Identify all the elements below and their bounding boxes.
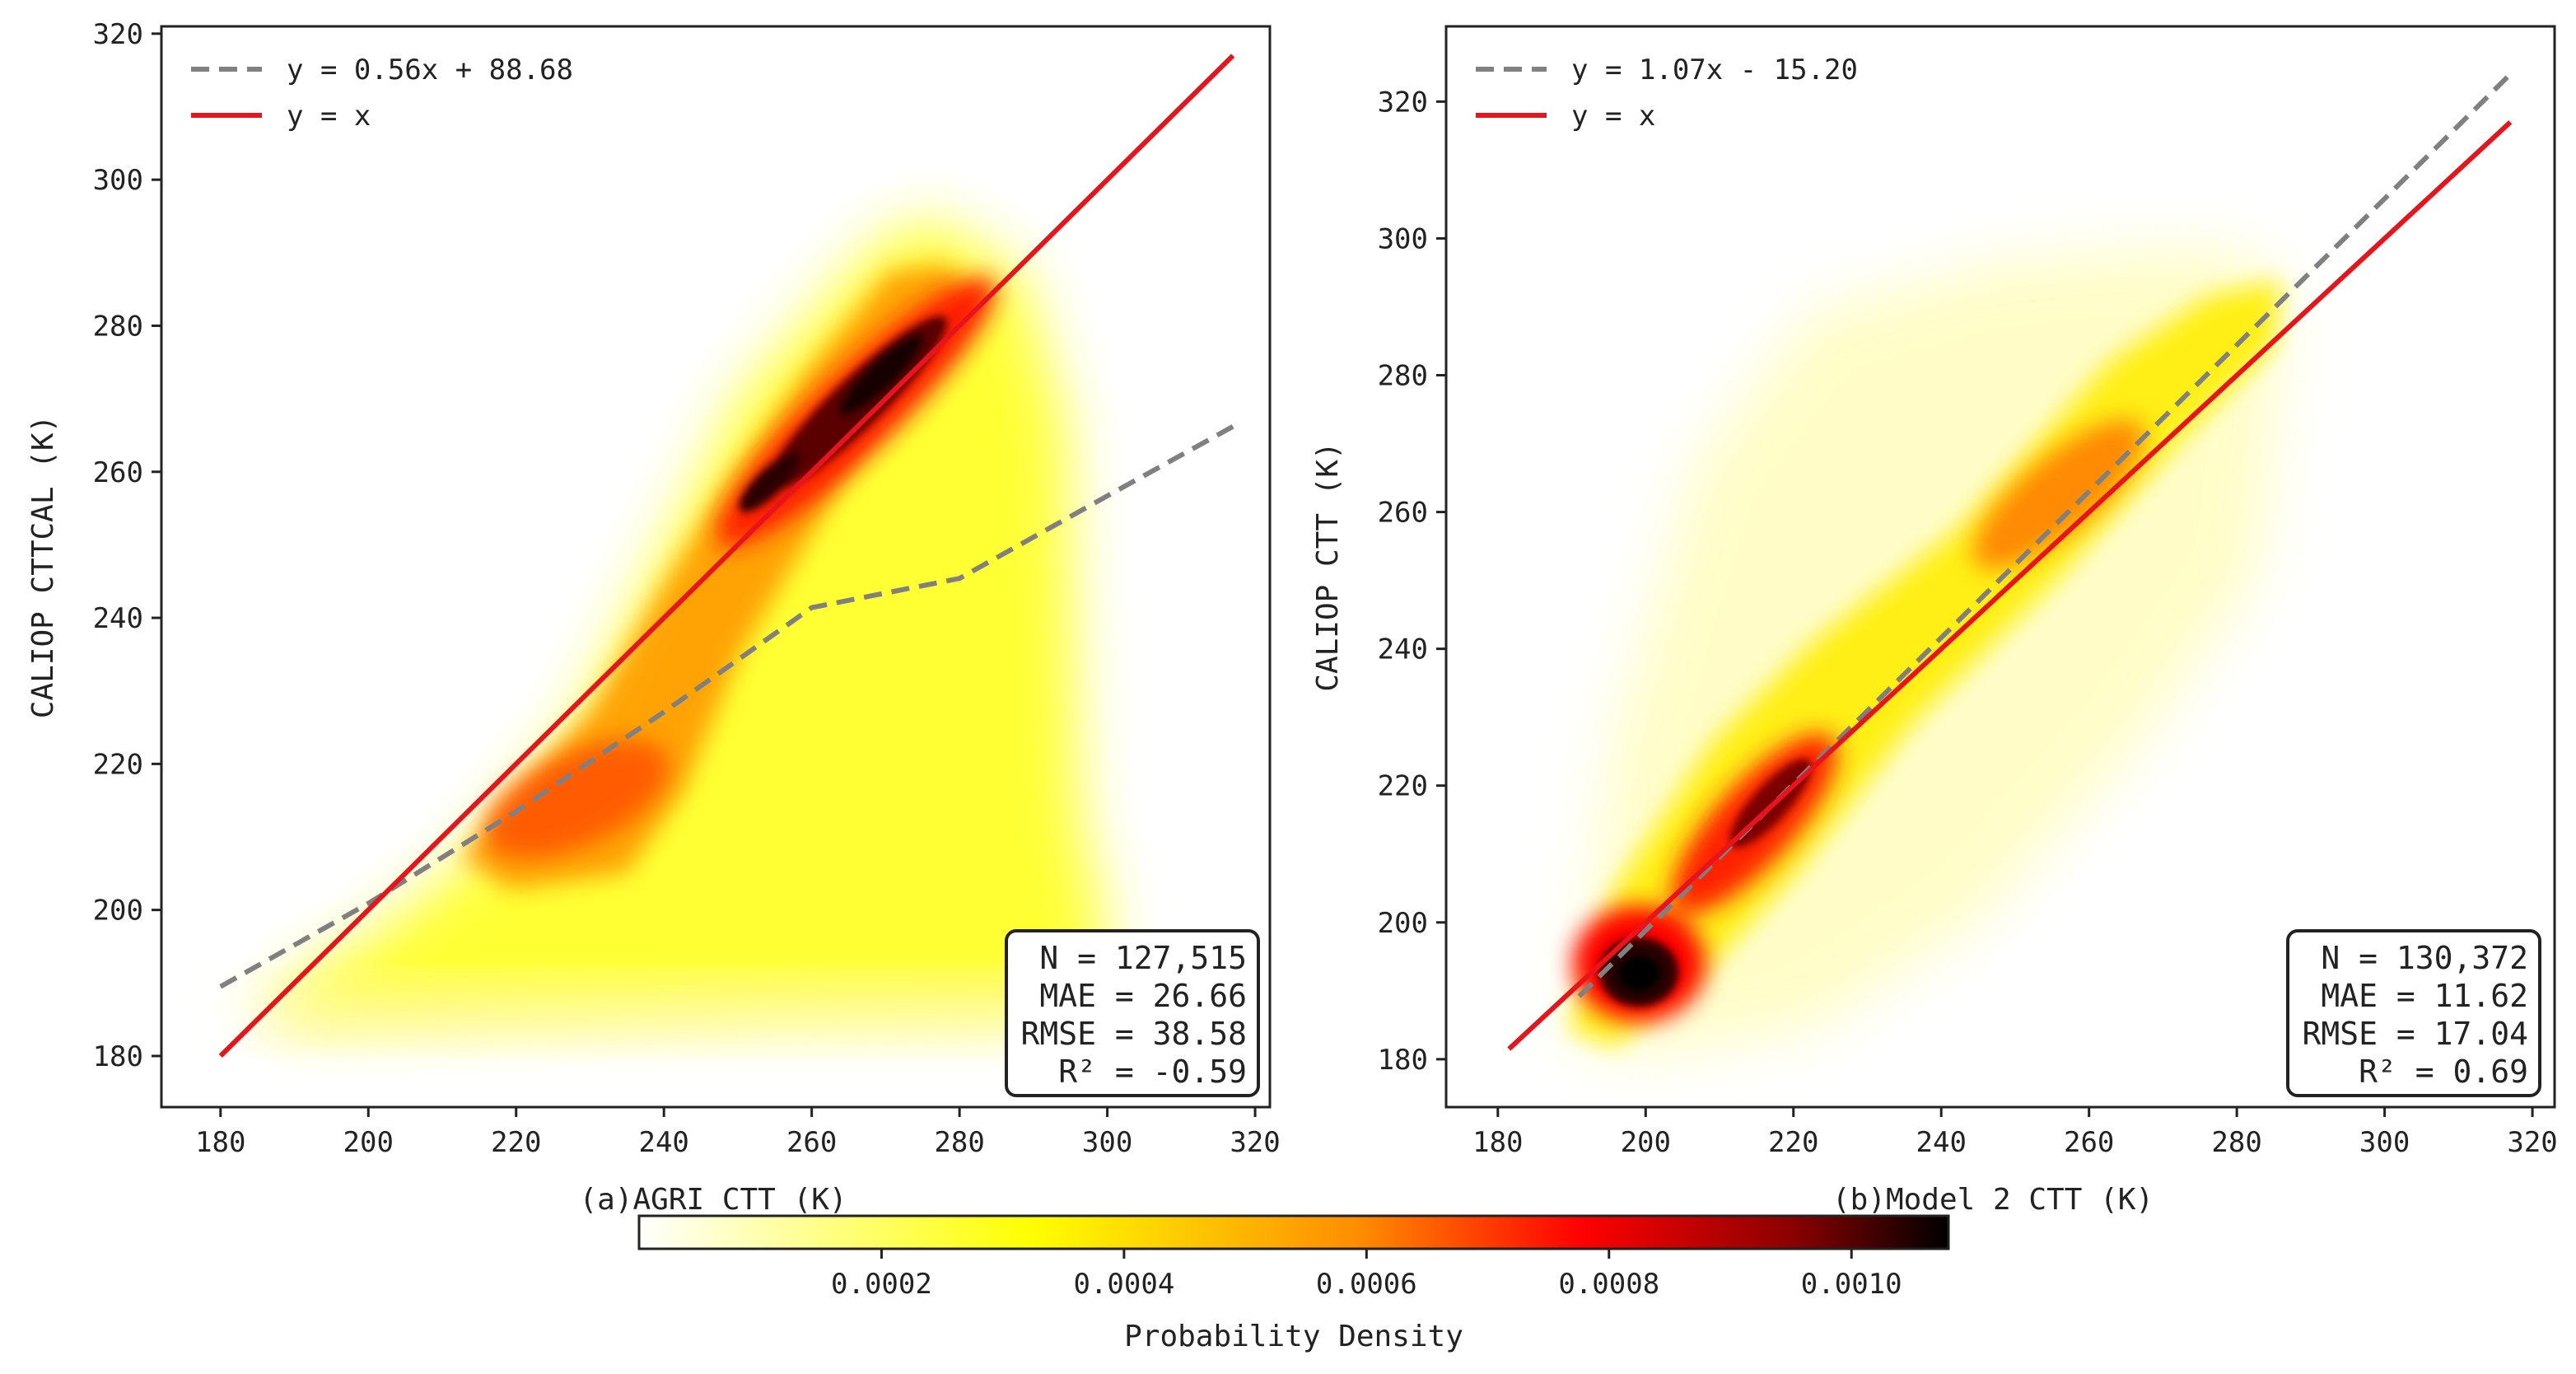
panel-a-density-peak-center bbox=[838, 333, 924, 417]
panel-a-y-tick-label: 300 bbox=[93, 164, 143, 197]
panel-b-fit-line bbox=[1577, 72, 2513, 998]
panel-a-x-tick-label: 240 bbox=[638, 1126, 688, 1159]
panel-b-stat-rmse: RMSE = 17.04 bbox=[2302, 1016, 2528, 1052]
panel-b-y-title: CALIOP CTT (K) bbox=[1311, 442, 1345, 691]
panel-a-y-tick-label: 180 bbox=[93, 1040, 143, 1073]
panel-a-x-tick-label: 200 bbox=[343, 1126, 394, 1159]
panel-b-label: (b) bbox=[1832, 1183, 1886, 1217]
panel-b-x-tick-label: 320 bbox=[2507, 1126, 2557, 1159]
panel-a-y-title: CALIOP CTTCAL (K) bbox=[26, 415, 60, 718]
colorbar-tick-label: 0.0010 bbox=[1801, 1268, 1902, 1301]
panel-a-x-tick-label: 260 bbox=[786, 1126, 837, 1159]
colorbar-tick-label: 0.0002 bbox=[831, 1268, 932, 1301]
panel-b-y-tick-label: 280 bbox=[1378, 359, 1428, 392]
panel-a-y-ticks: 180 200 220 240 260 280 300 320 bbox=[93, 18, 161, 1073]
panel-b-y-tick-label: 220 bbox=[1378, 770, 1428, 803]
panel-a-stat-n: N = 127,515 bbox=[1039, 940, 1247, 976]
panel-a-x-tick-label: 300 bbox=[1082, 1126, 1132, 1159]
panel-b-identity-line bbox=[1507, 120, 2513, 1051]
colorbar: 0.0002 0.0004 0.0006 0.0008 0.0010 Probabili… bbox=[637, 1214, 1950, 1353]
panel-a-x-tick-label: 280 bbox=[934, 1126, 984, 1159]
panel-b-x-title: (b)Model 2 CTT (K) bbox=[1832, 1183, 2154, 1217]
panel-b-legend-identity-label: y = x bbox=[1571, 100, 1655, 133]
panel-a-y-tick-label: 200 bbox=[93, 895, 143, 928]
panel-b-stats-box: N = 130,372 MAE = 11.62 RMSE = 17.04 R² … bbox=[2286, 929, 2541, 1097]
panel-a-density-core-lower bbox=[484, 740, 669, 858]
panel-a-density bbox=[218, 54, 1235, 1059]
panel-b-x-tick-label: 260 bbox=[2064, 1126, 2114, 1159]
panel-b-x-tick-label: 180 bbox=[1472, 1126, 1523, 1159]
panel-a-x-title: (a)AGRI CTT (K) bbox=[579, 1183, 847, 1217]
panel-a: 180 200 220 240 260 280 300 320 180 200 220 240 260… bbox=[26, 18, 1281, 1217]
panel-b-frame bbox=[1444, 25, 2556, 1109]
panel-a-density-peak-lower bbox=[739, 451, 801, 512]
panel-a-identity-line bbox=[218, 54, 1235, 1059]
colorbar-tick-label: 0.0008 bbox=[1558, 1268, 1659, 1301]
panel-a-y-tick-label: 220 bbox=[93, 748, 143, 781]
panel-b-legend-fit-label: y = 1.07x - 15.20 bbox=[1571, 54, 1858, 86]
panel-a-legend-fit-label: y = 0.56x + 88.68 bbox=[287, 54, 573, 86]
colorbar-tick-label: 0.0004 bbox=[1073, 1268, 1174, 1301]
panel-a-y-tick-label: 280 bbox=[93, 310, 143, 343]
panel-a-legend-identity-label: y = x bbox=[287, 100, 371, 133]
panel-b-x-label: Model 2 CTT (K) bbox=[1886, 1183, 2154, 1217]
panel-a-y-tick-label: 240 bbox=[93, 602, 143, 635]
colorbar-tick-label: 0.0006 bbox=[1316, 1268, 1417, 1301]
panel-b-x-tick-label: 240 bbox=[1916, 1126, 1967, 1159]
colorbar-label: Probability Density bbox=[1124, 1320, 1463, 1353]
panel-b-x-tick-label: 200 bbox=[1621, 1126, 1671, 1159]
panel-b-density bbox=[1507, 72, 2513, 1054]
colorbar-gradient bbox=[637, 1214, 1950, 1250]
panel-a-stats-frame bbox=[1005, 929, 1260, 1097]
panel-a-x-tick-label: 180 bbox=[195, 1126, 245, 1159]
panel-b-stat-n: N = 130,372 bbox=[2321, 940, 2528, 976]
panel-b-stats-frame bbox=[2286, 929, 2541, 1097]
panel-a-stat-r2: R² = -0.59 bbox=[1058, 1054, 1247, 1090]
panel-a-label: (a) bbox=[579, 1183, 632, 1217]
panel-a-x-tick-label: 220 bbox=[491, 1126, 541, 1159]
panel-b-y-tick-label: 200 bbox=[1378, 907, 1428, 940]
panel-a-x-tick-label: 320 bbox=[1230, 1126, 1280, 1159]
panel-a-y-tick-label: 260 bbox=[93, 456, 143, 489]
panel-a-frame bbox=[160, 25, 1272, 1109]
panel-b-stat-r2: R² = 0.69 bbox=[2359, 1054, 2528, 1090]
panel-a-stats-box: N = 127,515 MAE = 26.66 RMSE = 38.58 R² … bbox=[1005, 929, 1260, 1097]
panel-a-density-region-pale bbox=[247, 988, 1108, 1034]
panel-a-legend: y = 0.56x + 88.68 y = x bbox=[191, 54, 573, 133]
panel-b-legend: y = 1.07x - 15.20 y = x bbox=[1476, 54, 1858, 133]
panel-b-x-tick-label: 220 bbox=[1768, 1126, 1818, 1159]
panel-b-y-tick-label: 260 bbox=[1378, 497, 1428, 530]
panel-b: 180 200 220 240 260 280 300 320 180 200 220 240 260… bbox=[1311, 25, 2558, 1217]
panel-b-x-tick-label: 300 bbox=[2359, 1126, 2410, 1159]
panel-a-stat-rmse: RMSE = 38.58 bbox=[1020, 1016, 1247, 1052]
colorbar-ticks: 0.0002 0.0004 0.0006 0.0008 0.0010 bbox=[831, 1249, 1902, 1301]
panel-b-y-tick-label: 240 bbox=[1378, 633, 1428, 666]
panel-b-y-tick-label: 180 bbox=[1378, 1044, 1428, 1077]
panel-a-y-tick-label: 320 bbox=[93, 18, 143, 51]
panel-a-x-ticks: 180 200 220 240 260 280 300 320 bbox=[195, 1107, 1281, 1159]
panel-b-y-ticks: 180 200 220 240 260 280 300 320 bbox=[1378, 86, 1446, 1077]
panel-b-stat-mae: MAE = 11.62 bbox=[2321, 978, 2528, 1014]
panel-b-y-tick-label: 300 bbox=[1378, 222, 1428, 255]
panel-b-y-tick-label: 320 bbox=[1378, 86, 1428, 119]
panel-a-x-label: AGRI CTT (K) bbox=[632, 1183, 847, 1217]
panel-b-x-tick-label: 280 bbox=[2211, 1126, 2261, 1159]
panel-a-stat-mae: MAE = 26.66 bbox=[1039, 978, 1247, 1014]
panel-b-density-upper bbox=[1973, 419, 2144, 569]
panel-b-density-peak-center bbox=[1616, 954, 1662, 993]
panel-b-x-ticks: 180 200 220 240 260 280 300 320 bbox=[1472, 1107, 2558, 1159]
